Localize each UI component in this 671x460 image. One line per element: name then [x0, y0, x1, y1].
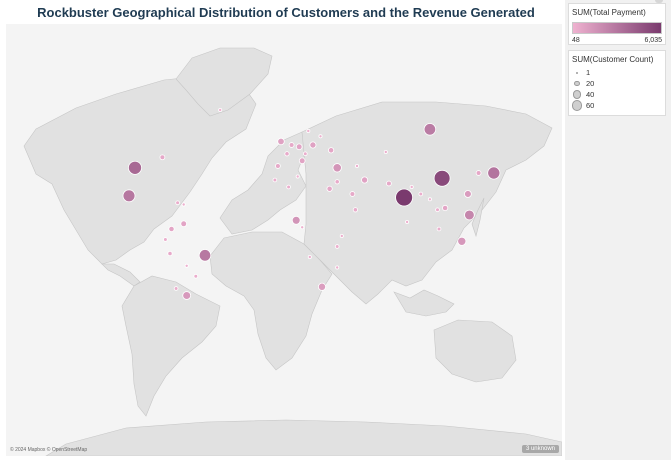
marker-poland[interactable]: Poland [309, 141, 317, 149]
marker-angola[interactable]: Angola [307, 254, 312, 259]
marker-argentina[interactable]: Argentina [182, 291, 192, 300]
size-legend-label: 20 [586, 79, 595, 88]
size-legend-title: SUM(Customer Count) [572, 55, 654, 64]
marker-yemen[interactable]: Yemen [352, 207, 358, 213]
marker-cameroon[interactable]: Cameroon [300, 225, 305, 230]
marker-kazakhstan[interactable]: Kazakhstan [383, 150, 388, 155]
marker-brazil[interactable]: Brazil [198, 249, 212, 262]
size-legend-item: 1 [569, 67, 665, 78]
marker-malaysia[interactable]: Malaysia [436, 226, 442, 232]
marker-dominican-republic[interactable]: Dominican Republic [175, 200, 180, 206]
size-legend-circle-icon [572, 90, 582, 99]
size-legend-item: 40 [569, 89, 665, 100]
land-greenland [175, 47, 273, 117]
marker-spain[interactable]: Spain [275, 163, 281, 169]
marker-south-korea[interactable]: South Korea [475, 170, 482, 176]
marker-iran[interactable]: Iran [361, 176, 369, 184]
land-southeast-asia-islands [393, 289, 455, 317]
marker-azerbaijan[interactable]: Azerbaijan [354, 163, 359, 168]
color-gradient-bar [572, 22, 662, 34]
marker-mozambique[interactable]: Mozambique [335, 265, 340, 270]
marker-france[interactable]: France [284, 151, 290, 157]
marker-netherlands[interactable]: Netherlands [288, 142, 295, 148]
marker-united-states[interactable]: United States [128, 160, 142, 175]
marker-united-kingdom[interactable]: United Kingdom [277, 137, 285, 146]
marker-ecuador[interactable]: Ecuador [163, 237, 168, 242]
marker-israel[interactable]: Israel [334, 179, 340, 185]
marker-ukraine[interactable]: Ukraine [328, 147, 335, 154]
marker-russia[interactable]: Russia [423, 123, 437, 136]
world-map[interactable]: India China United States Japan Mexico Brazil… [6, 24, 562, 456]
marker-nepal[interactable]: Nepal [409, 184, 414, 189]
size-legend-circle-icon [574, 80, 580, 87]
land-japan [471, 197, 485, 238]
color-legend-max: 6,035 [644, 37, 662, 44]
land-asia [301, 101, 553, 305]
marker-mexico[interactable]: Mexico [122, 189, 136, 203]
size-legend-item: 60 [569, 100, 665, 111]
size-legend-label: 1 [586, 68, 591, 77]
size-legend-circle-icon [571, 100, 583, 111]
marker-algeria[interactable]: Algeria [286, 184, 291, 190]
size-legend[interactable]: SUM(Customer Count) 1 20 40 60 [568, 50, 666, 116]
size-legend-label: 40 [586, 90, 595, 99]
marker-layer[interactable]: India China United States Japan Mexico Brazil… [122, 108, 501, 300]
marker-turkey[interactable]: Turkey [332, 163, 342, 173]
land-antarctica [45, 419, 562, 456]
marker-canada[interactable]: Canada [159, 154, 166, 161]
marker-austria[interactable]: Austria [302, 151, 308, 157]
marker-saudi-arabia[interactable]: Saudi Arabia [349, 191, 356, 197]
marker-south-africa[interactable]: South Africa [317, 282, 327, 291]
size-legend-item: 20 [569, 78, 665, 89]
color-legend-title: SUM(Total Payment) [572, 8, 646, 17]
marker-puerto-rico[interactable]: Puerto Rico [181, 202, 186, 207]
marker-myanmar[interactable]: Myanmar [427, 197, 432, 202]
marker-germany[interactable]: Germany [295, 143, 303, 151]
marker-japan[interactable]: Japan [487, 166, 501, 180]
marker-greenland[interactable]: Greenland [218, 108, 223, 113]
land-africa [209, 231, 333, 371]
marker-egypt[interactable]: Egypt [326, 185, 333, 192]
marker-kenya[interactable]: Kenya [339, 233, 344, 238]
marker-tanzania[interactable]: Tanzania [334, 244, 340, 249]
marker-venezuela[interactable]: Venezuela [180, 220, 188, 228]
color-legend[interactable]: SUM(Total Payment) 48 6,035 [568, 3, 666, 45]
marker-latvia[interactable]: Latvia [318, 134, 323, 139]
collapse-tab-icon[interactable] [655, 0, 663, 3]
marker-bangladesh[interactable]: Bangladesh [418, 191, 424, 197]
marker-india[interactable]: India [395, 188, 414, 207]
marker-tunisia[interactable]: Tunisia [295, 174, 300, 179]
marker-morocco[interactable]: Morocco [272, 177, 278, 183]
land-australia [433, 319, 517, 383]
marker-colombia[interactable]: Colombia [168, 225, 175, 233]
marker-sweden[interactable]: Sweden [306, 129, 311, 134]
chart-title: Rockbuster Geographical Distribution of … [37, 5, 535, 20]
size-legend-circle-icon [576, 71, 579, 74]
marker-taiwan[interactable]: Taiwan [464, 190, 472, 198]
marker-paraguay[interactable]: Paraguay [193, 274, 199, 279]
marker-indonesia[interactable]: Indonesia [457, 236, 467, 246]
marker-sri-lanka[interactable]: Sri Lanka [405, 219, 410, 224]
marker-thailand[interactable]: Thailand [435, 207, 440, 213]
marker-china[interactable]: China [433, 169, 451, 187]
size-legend-label: 60 [586, 101, 595, 110]
marker-pakistan[interactable]: Pakistan [386, 180, 392, 187]
land-south-america [121, 275, 221, 417]
marker-italy[interactable]: Italy [298, 157, 306, 165]
marker-peru[interactable]: Peru [167, 250, 173, 257]
color-legend-min: 48 [572, 37, 580, 44]
marker-nigeria[interactable]: Nigeria [291, 215, 301, 225]
marker-philippines[interactable]: Philippines [464, 209, 475, 221]
unknown-badge[interactable]: 3 unknown [521, 445, 559, 453]
marker-bolivia[interactable]: Bolivia [184, 263, 189, 268]
map-view[interactable]: India China United States Japan Mexico Brazil… [6, 24, 562, 456]
map-attribution[interactable]: © 2024 Mapbox © OpenStreetMap [10, 447, 88, 453]
marker-vietnam[interactable]: Vietnam [442, 204, 449, 212]
marker-chile[interactable]: Chile [173, 286, 179, 291]
legend-sidebar: SUM(Total Payment) 48 6,035 SUM(Customer… [565, 0, 671, 460]
